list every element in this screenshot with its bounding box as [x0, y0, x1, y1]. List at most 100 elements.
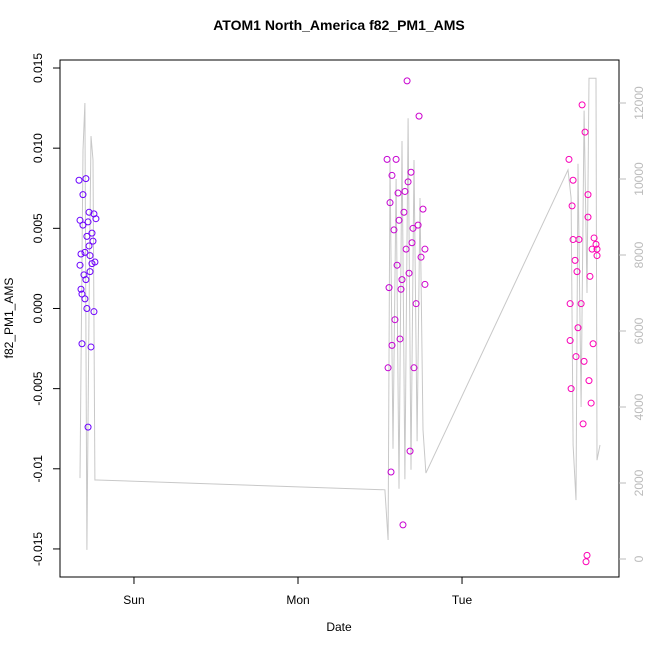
y2-tick-label: 4000	[632, 393, 646, 420]
point	[588, 245, 596, 253]
point	[78, 290, 86, 298]
point	[569, 176, 577, 184]
point	[412, 300, 420, 308]
point	[395, 216, 403, 224]
y2-tick-label: 6000	[632, 317, 646, 344]
point	[394, 189, 402, 197]
y-tick-label: -0.015	[31, 532, 45, 566]
point	[587, 399, 595, 407]
point	[414, 221, 422, 229]
point	[81, 248, 89, 256]
point	[421, 280, 429, 288]
point	[387, 468, 395, 476]
y-tick-label: -0.01	[31, 455, 45, 483]
point	[407, 168, 415, 176]
point	[85, 208, 93, 216]
point	[584, 191, 592, 199]
point	[83, 232, 91, 240]
point	[392, 155, 400, 163]
point	[388, 341, 396, 349]
point	[85, 242, 93, 250]
y-axis-label: f82_PM1_AMS	[2, 278, 16, 359]
y-tick-label: 0.015	[31, 53, 45, 83]
point	[572, 353, 580, 361]
y2-tick-label: 2000	[632, 469, 646, 496]
y2-tick-label: 8000	[632, 241, 646, 268]
point	[396, 335, 404, 343]
point	[578, 101, 586, 109]
point	[84, 423, 92, 431]
point	[579, 420, 587, 428]
data-line	[79, 77, 601, 550]
point	[383, 155, 391, 163]
y2-tick-label: 0	[632, 555, 646, 562]
point	[581, 128, 589, 136]
point	[88, 229, 96, 237]
plot-frame	[59, 59, 620, 578]
point	[385, 284, 393, 292]
point	[399, 521, 407, 529]
point	[415, 112, 423, 120]
y-tick-label: 0.005	[31, 213, 45, 243]
point	[593, 252, 601, 260]
point	[566, 300, 574, 308]
point	[565, 155, 573, 163]
point	[78, 340, 86, 348]
point	[77, 250, 85, 258]
point	[404, 178, 412, 186]
y-tick-label: 0.010	[31, 133, 45, 163]
point	[417, 253, 425, 261]
point	[410, 364, 418, 372]
point	[398, 276, 406, 284]
point	[571, 256, 579, 264]
point	[82, 276, 90, 284]
point	[586, 272, 594, 280]
point	[406, 447, 414, 455]
point	[86, 268, 94, 276]
point	[87, 343, 95, 351]
point	[400, 208, 408, 216]
point	[573, 268, 581, 276]
point	[75, 176, 83, 184]
point	[391, 316, 399, 324]
point	[419, 205, 427, 213]
point	[79, 191, 87, 199]
point	[568, 202, 576, 210]
point	[393, 261, 401, 269]
point	[401, 187, 409, 195]
point	[91, 258, 99, 266]
y-tick-label: 0.000	[31, 293, 45, 323]
point	[567, 385, 575, 393]
point	[566, 337, 574, 345]
point	[79, 221, 87, 229]
y2-tick-label: 10000	[632, 162, 646, 196]
y-tick-label: -0.005	[31, 371, 45, 405]
point	[92, 215, 100, 223]
point	[402, 245, 410, 253]
point	[421, 245, 429, 253]
point	[582, 558, 590, 566]
point	[388, 171, 396, 179]
point	[590, 234, 598, 242]
point	[569, 236, 577, 244]
point	[77, 285, 85, 293]
point	[90, 308, 98, 316]
point	[390, 226, 398, 234]
point	[83, 304, 91, 312]
point	[386, 199, 394, 207]
point	[405, 269, 413, 277]
point	[584, 213, 592, 221]
x-tick-label: Sun	[123, 593, 144, 607]
point	[408, 239, 416, 247]
point	[89, 237, 97, 245]
point	[384, 364, 392, 372]
point	[592, 240, 600, 248]
point	[580, 357, 588, 365]
point	[583, 551, 591, 559]
x-axis-label: Date	[326, 620, 352, 634]
point	[577, 300, 585, 308]
point	[86, 252, 94, 260]
point	[409, 224, 417, 232]
y2-tick-label: 12000	[632, 86, 646, 120]
